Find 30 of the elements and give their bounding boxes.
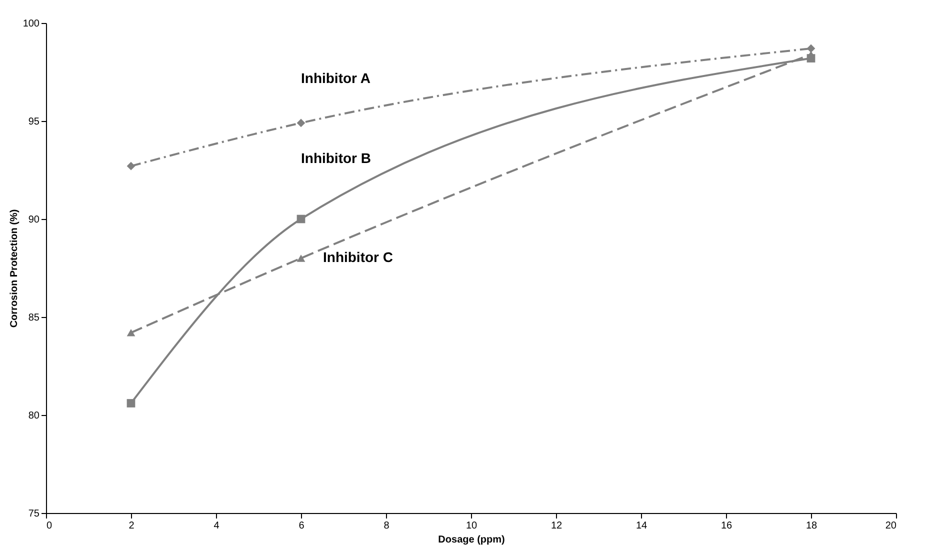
x-tick-label: 10 bbox=[466, 520, 478, 532]
x-tick-label: 4 bbox=[214, 520, 220, 532]
x-tick-label: 18 bbox=[806, 520, 818, 532]
x-tick-label: 6 bbox=[298, 520, 305, 532]
x-tick-label: 12 bbox=[550, 520, 562, 532]
x-tick-label: 0 bbox=[46, 520, 52, 532]
x-tick-label: 16 bbox=[720, 520, 732, 532]
y-axis-title: Corrosion Protection (%) bbox=[8, 209, 20, 328]
point bbox=[296, 118, 306, 128]
y-tick-label: 80 bbox=[28, 410, 40, 422]
point bbox=[126, 329, 136, 336]
x-axis-title: Dosage (ppm) bbox=[438, 534, 505, 546]
y-tick-label: 100 bbox=[22, 18, 40, 30]
series-label: Inhibitor C bbox=[323, 249, 393, 266]
point bbox=[296, 214, 306, 224]
series-label: Inhibitor B bbox=[301, 150, 371, 166]
y-tick-label: 75 bbox=[28, 508, 40, 520]
y-tick-label: 85 bbox=[28, 312, 40, 324]
x-tick-label: 14 bbox=[636, 520, 648, 532]
point bbox=[126, 162, 136, 170]
point bbox=[296, 254, 306, 262]
y-tick-label: 95 bbox=[28, 116, 40, 128]
series-label: Inhibitor A bbox=[301, 70, 370, 86]
point bbox=[126, 399, 136, 408]
x-tick-label: 2 bbox=[128, 520, 135, 532]
x-tick-label: 8 bbox=[384, 520, 390, 532]
point bbox=[806, 44, 816, 53]
y-tick-label: 90 bbox=[28, 214, 40, 226]
point bbox=[806, 50, 816, 58]
x-tick-label: 20 bbox=[885, 520, 897, 532]
